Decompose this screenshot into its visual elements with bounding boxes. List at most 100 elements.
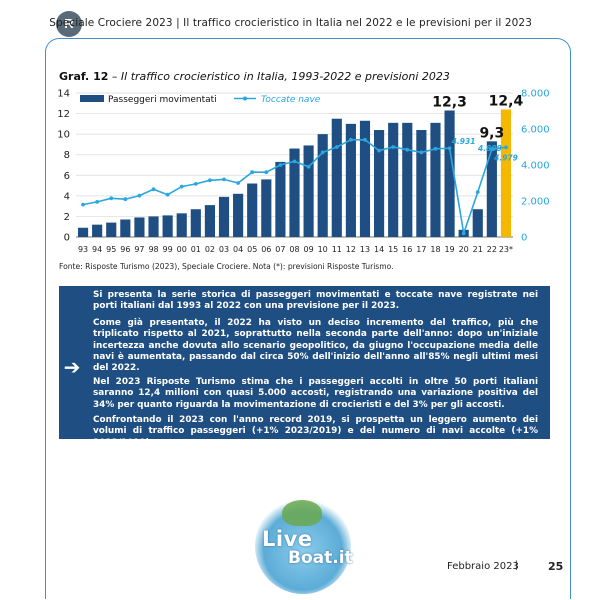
bar xyxy=(77,227,89,237)
bar xyxy=(106,222,117,237)
x-tick-label: 10 xyxy=(318,245,328,254)
line-point xyxy=(306,164,311,169)
x-tick-label: 12 xyxy=(346,245,356,254)
info-paragraph-1: Si presenta la serie storica di passegge… xyxy=(93,290,538,312)
line-data-label: 4.979 xyxy=(494,153,518,162)
line-point xyxy=(264,170,269,175)
line-point xyxy=(222,177,226,182)
y-left-tick-label: 6 xyxy=(64,171,70,182)
arrow-right-icon: ➔ xyxy=(63,355,81,379)
line-point xyxy=(377,148,381,153)
bar xyxy=(204,205,215,237)
y-right-tick-label: 8.000 xyxy=(521,89,550,100)
bar xyxy=(500,109,512,237)
watermark-tree xyxy=(282,500,322,526)
info-paragraph-3: Nel 2023 Risposte Turismo stima che i pa… xyxy=(93,377,538,410)
legend-label-passeggeri: Passeggeri movimentati xyxy=(108,95,217,105)
y-left-tick-label: 2 xyxy=(64,212,70,223)
x-tick-label: 15 xyxy=(388,245,398,254)
watermark-text-live: Live xyxy=(262,527,313,551)
line-point xyxy=(123,197,128,202)
page-number: 25 xyxy=(548,560,564,573)
bar-data-label: 9,3 xyxy=(479,125,504,141)
x-tick-label: 19 xyxy=(444,245,454,254)
x-tick-label: 07 xyxy=(275,245,285,254)
chart-heading-text: Il traffico crocieristico in Italia, 199… xyxy=(120,70,450,83)
y-left-tick-label: 4 xyxy=(64,191,70,202)
x-tick-label: 20 xyxy=(459,245,469,254)
bar xyxy=(134,217,145,237)
x-tick-label: 00 xyxy=(177,245,187,254)
bar-data-label: 12,3 xyxy=(432,94,467,110)
x-tick-label: 13 xyxy=(360,245,370,254)
x-tick-label: 16 xyxy=(402,245,412,254)
chart-heading-dash: – xyxy=(108,70,121,83)
x-tick-label: 93 xyxy=(78,245,88,254)
line-point xyxy=(95,200,100,204)
line-data-label: 4.931 xyxy=(452,137,476,146)
x-tick-label: 95 xyxy=(106,245,116,254)
bar xyxy=(148,216,159,237)
bar xyxy=(359,120,371,237)
x-tick-label: 14 xyxy=(374,245,384,254)
line-point xyxy=(348,137,353,142)
watermark-text-boat: Boat.it xyxy=(288,548,353,568)
x-tick-label: 23* xyxy=(499,245,513,254)
page-frame xyxy=(45,38,571,599)
x-tick-label: 98 xyxy=(148,245,158,254)
info-paragraph-2: Come già presentato, il 2022 ha visto un… xyxy=(93,318,538,374)
x-tick-label: 21 xyxy=(473,245,483,254)
bar xyxy=(120,219,131,237)
x-tick-label: 06 xyxy=(261,245,271,254)
line-point xyxy=(165,192,170,197)
x-tick-label: 02 xyxy=(205,245,215,254)
bar xyxy=(92,224,103,237)
line-point xyxy=(236,181,241,185)
x-tick-label: 05 xyxy=(247,245,257,254)
y-left-tick-label: 8 xyxy=(64,150,70,161)
line-point xyxy=(489,147,494,151)
chart-number: Graf. 12 xyxy=(59,70,109,83)
line-point xyxy=(179,184,184,189)
line-point xyxy=(193,182,198,186)
line-point xyxy=(208,178,212,183)
y-right-tick-label: 2.000 xyxy=(521,197,550,208)
source-note: Fonte: Risposte Turismo (2023), Speciale… xyxy=(59,262,394,271)
publisher-logo: R xyxy=(56,11,82,37)
footer-date: Febbraio 2023 xyxy=(447,561,519,572)
line-point xyxy=(278,163,283,167)
line-data-label: 4.888 xyxy=(478,144,502,153)
x-tick-label: 96 xyxy=(120,245,130,254)
x-tick-label: 03 xyxy=(219,245,229,254)
x-tick-label: 08 xyxy=(289,245,299,254)
line-point xyxy=(447,146,452,151)
legend-label-toccate: Toccate nave xyxy=(261,95,321,105)
x-tick-label: 17 xyxy=(416,245,426,254)
y-right-tick-label: 0 xyxy=(521,233,527,244)
bar xyxy=(345,123,356,237)
bar xyxy=(486,141,497,237)
bar xyxy=(190,209,201,237)
y-left-tick-label: 14 xyxy=(57,89,70,100)
x-tick-label: 22 xyxy=(487,245,497,254)
bar xyxy=(374,130,385,237)
bar xyxy=(247,183,258,237)
bar xyxy=(261,179,272,237)
bar xyxy=(472,209,483,237)
header-title: Speciale Crociere 2023 | Il traffico cro… xyxy=(49,17,532,29)
line-point xyxy=(461,231,466,236)
line-point xyxy=(419,150,424,155)
line-point xyxy=(320,150,325,155)
bar xyxy=(303,145,314,237)
y-right-tick-label: 6.000 xyxy=(521,125,550,136)
chart-legend: Passeggeri movimentati Toccate nave xyxy=(80,95,321,105)
x-tick-label: 04 xyxy=(233,245,243,254)
bar xyxy=(218,196,230,237)
line-point xyxy=(363,137,367,142)
bar xyxy=(331,118,342,237)
y-left-tick-label: 10 xyxy=(57,130,70,141)
x-tick-label: 09 xyxy=(304,245,314,254)
x-tick-label: 94 xyxy=(92,245,102,254)
footer-separator: | xyxy=(515,560,518,571)
bar xyxy=(416,130,427,237)
